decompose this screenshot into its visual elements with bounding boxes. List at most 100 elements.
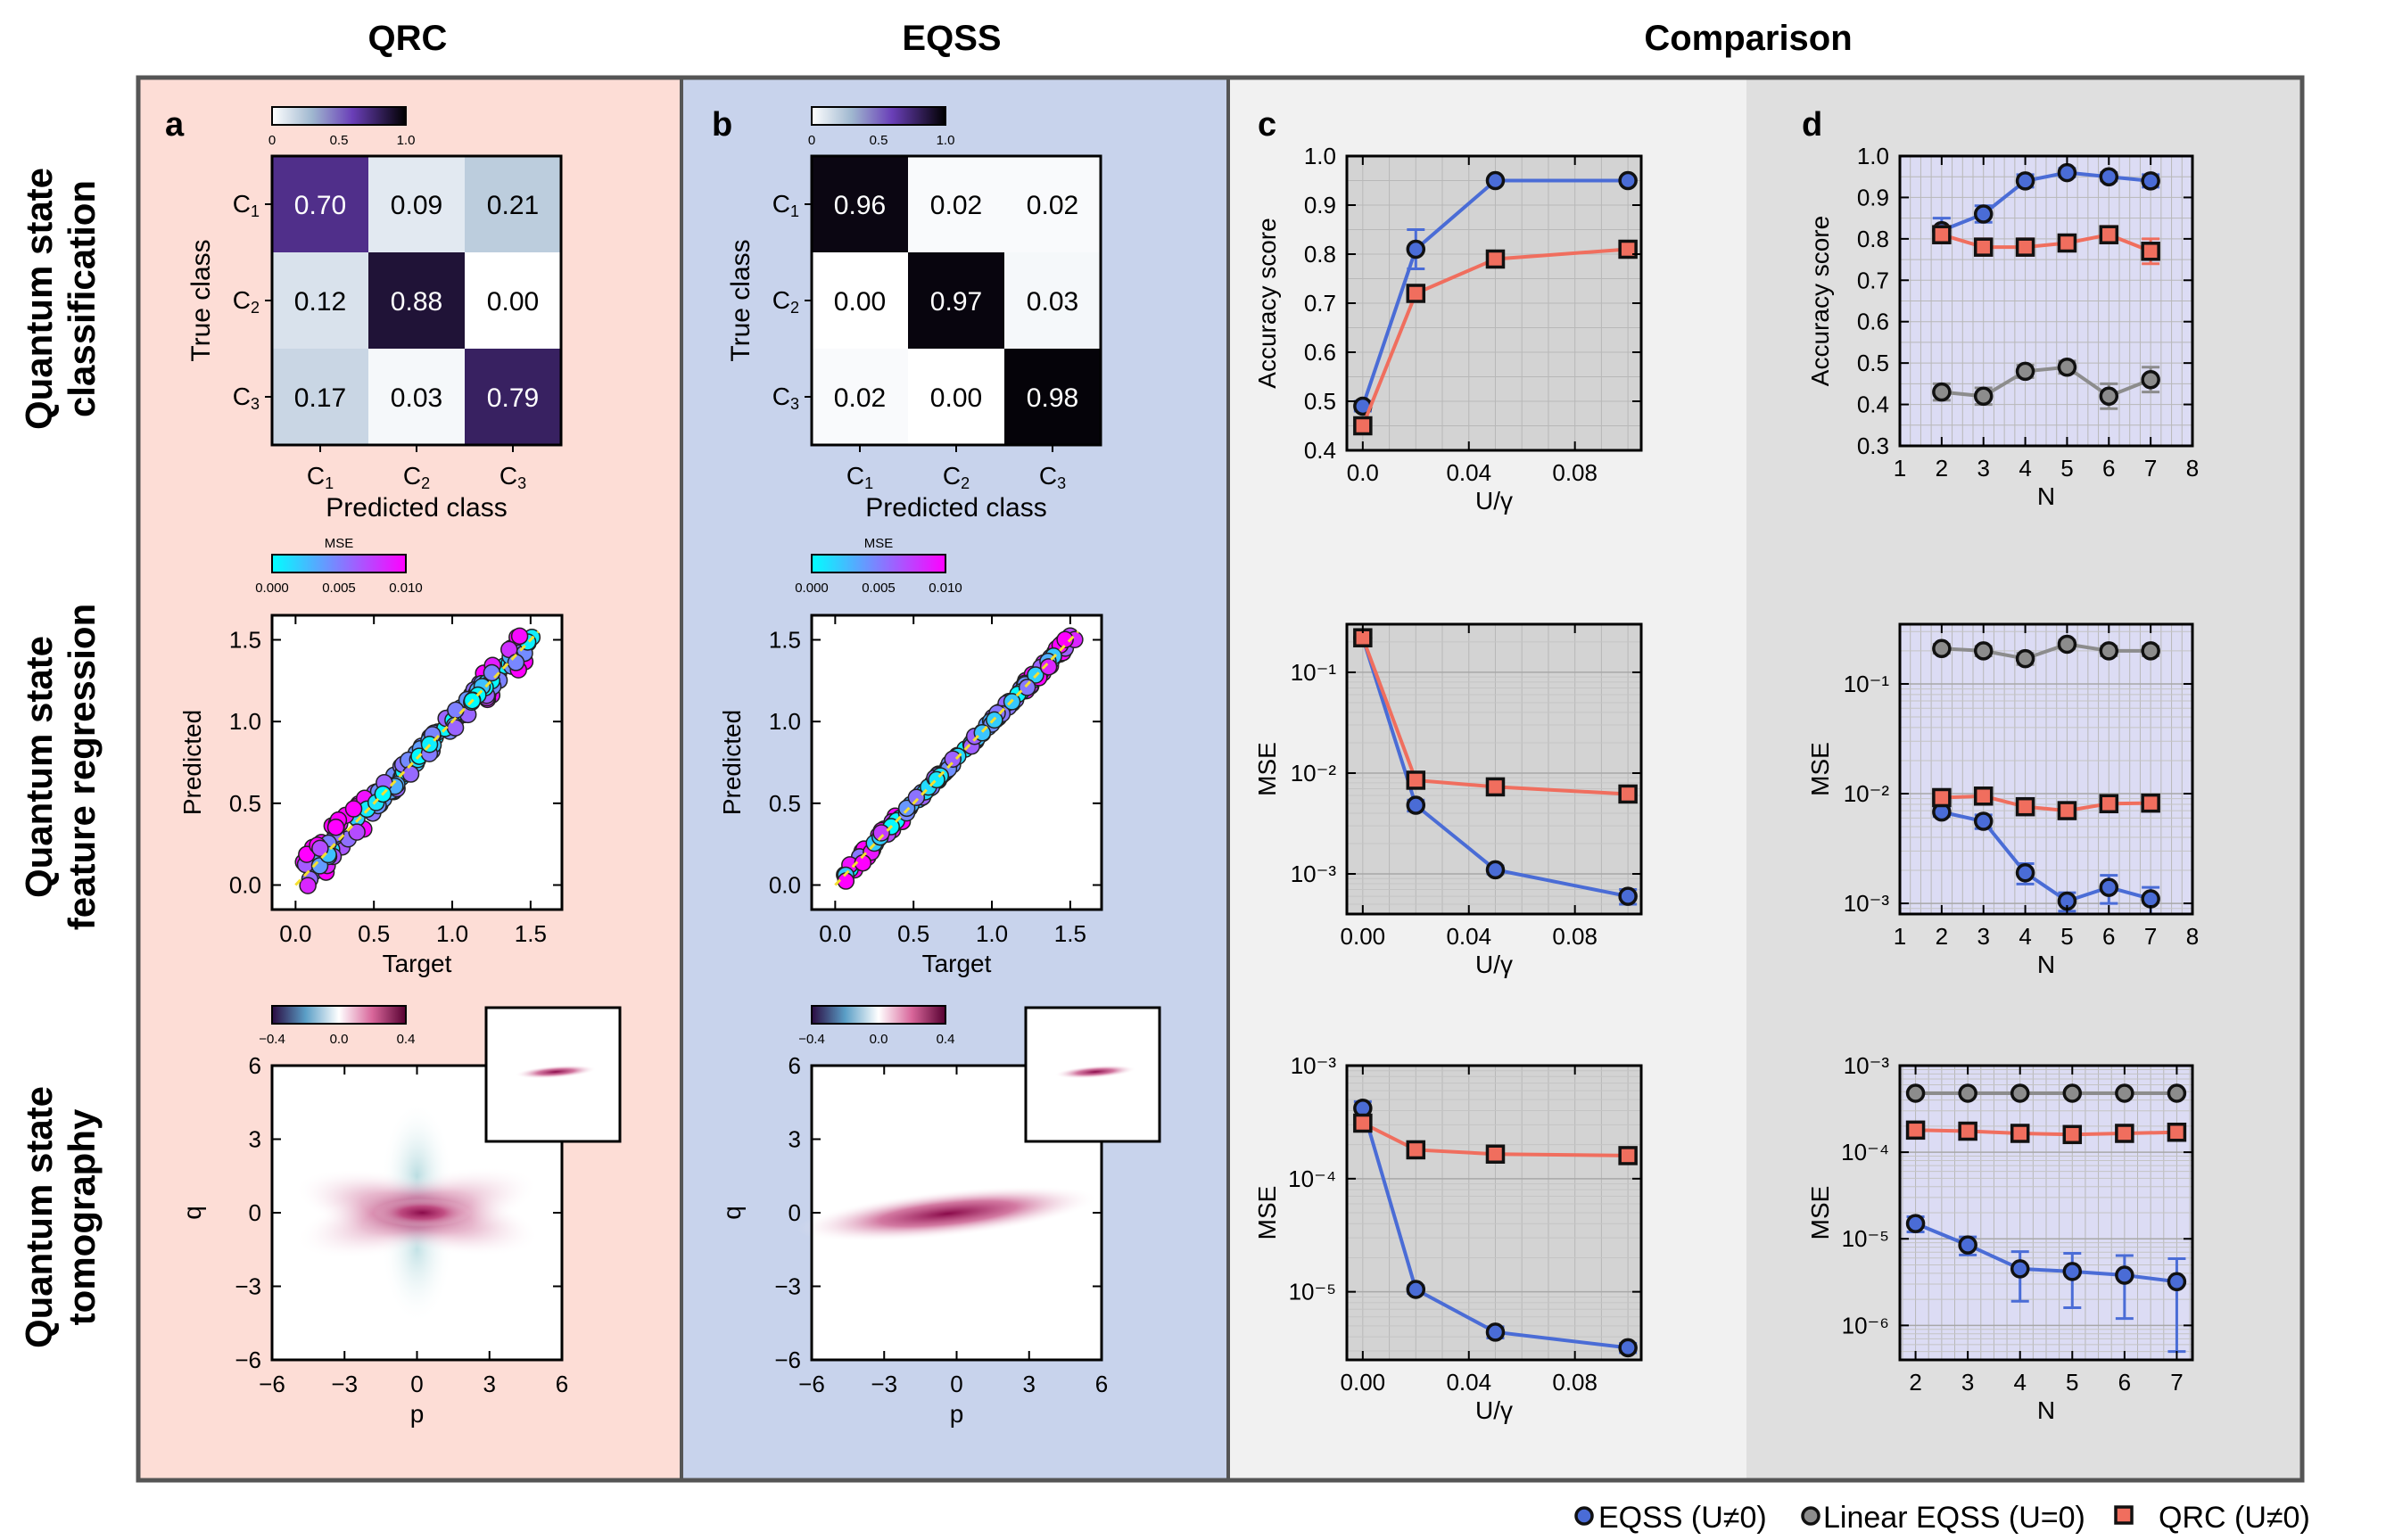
xtick-label-c3: 0.08 [1552,1369,1598,1396]
target-state-tomo_qrc [515,1065,597,1079]
ytick-label-c1: 1.0 [1304,143,1336,169]
xtick-label-d2: 7 [2144,923,2157,950]
wigner-core-tomo_qrc [373,1198,472,1227]
ytick-label-reg_eqss: 0.5 [769,790,801,817]
xtick-label-c1: 0.08 [1552,459,1598,486]
data-point-d1 [1932,225,1952,244]
ytick-label-d3: 10⁻⁶ [1842,1312,1889,1338]
cm-xlabel-cm_qrc: Predicted class [326,493,507,523]
xtick-label-reg_eqss: 1.5 [1054,920,1086,947]
charts-layer: 0 0.5 1.00.70 0.09 0.210.12 0.88 0.000.17 0.03 0… [178,106,2199,1428]
xtick-label-tomo_qrc: −6 [259,1371,285,1397]
cm-cell-cm_eqss [1004,252,1101,349]
row-title-tomography: Quantum state tomography [18,1086,103,1348]
figure-frame [136,75,2305,1483]
legend-item-eqss: EQSS (U≠0) [1574,1501,1767,1535]
data-point-d3 [1958,1121,1977,1141]
panel-letter-a: a [165,106,185,144]
data-point-d2 [1932,787,1952,808]
colorbar-tick-cm_qrc: 0.5 [330,133,349,148]
cm-cell-cm_qrc [272,349,368,445]
ytick-label-reg_qrc: 1.0 [229,708,261,735]
scatter-point-reg_qrc [326,818,345,836]
data-point-d2 [1973,786,1994,806]
col-title-comparison: Comparison [1644,19,1852,58]
cm-cell-cm_eqss [908,252,1004,349]
ytick-label-tomo_eqss: −3 [774,1273,801,1300]
xtick-label-d1: 6 [2102,455,2115,482]
data-point-c3 [1618,1338,1638,1358]
colorbar-cm_eqss [811,106,946,126]
xtick-label-c2: 0.04 [1446,923,1491,950]
colorbar-reg_qrc [271,554,407,573]
legend-marker-eqss [1574,1506,1594,1526]
data-point-d2 [2057,634,2077,655]
data-point-d1 [2057,233,2077,253]
series-line-c1-1 [1360,247,1629,427]
data-point-d3 [2010,1124,2030,1143]
line-plot-c1: 0.0 0.04 0.08 0.4 0.5 0.6 0.7 0.8 0.9 1.0 U/γ Accur… [1253,143,1643,515]
target-state-tomo_eqss [1054,1065,1136,1079]
xtick-label-d1: 8 [2186,455,2199,482]
ytick-label-d1: 0.4 [1857,391,1889,418]
ytick-label-tomo_qrc: 6 [249,1052,261,1079]
xlabel-c3: U/γ [1475,1396,1513,1424]
plot-frame-c3 [1345,1064,1643,1362]
xtick-label-tomo_qrc: 0 [410,1371,423,1397]
ytick-label-tomo_eqss: 6 [788,1052,801,1079]
data-point-d1 [2015,361,2035,382]
data-point-d1 [1973,237,1994,257]
cm-ytick-cm_eqss: C1 [772,190,799,220]
data-point-d2 [2057,801,2077,820]
ytick-label-reg_eqss: 1.0 [769,708,801,735]
scatter-point-reg_eqss [1039,658,1058,676]
xtick-label-d1: 4 [2019,455,2031,482]
ytick-label-d2: 10⁻¹ [1844,671,1890,697]
ylabel-d1: Accuracy score [1806,216,1834,386]
scatter-point-reg_eqss [1056,630,1074,649]
data-point-c3 [1485,1322,1506,1342]
legend-item-qrc: QRC (U≠0) [2114,1501,2310,1535]
xtick-label-c1: 0.04 [1446,459,1491,486]
data-point-d1 [2015,171,2035,191]
data-point-d3 [2115,1083,2134,1103]
cm-cell-label-cm_qrc: 0.00 [487,287,539,317]
ytick-label-c2: 10⁻³ [1291,861,1337,887]
cm-cell-label-cm_eqss: 0.00 [834,287,886,317]
ytick-label-d3: 10⁻³ [1844,1052,1890,1079]
data-point-d2 [2099,641,2119,661]
line-plot-d1: 1 2 3 4 5 6 7 8 0.3 0.4 0.5 0.6 0.7 0.8 0.9 1.0 N Accurac… [1806,143,2199,510]
cm-cell-cm_eqss [812,349,908,445]
data-point-d3 [2167,1122,2187,1142]
ylabel-reg_qrc: Predicted [178,710,206,815]
xtick-label-reg_qrc: 0.0 [279,920,311,947]
xtick-label-tomo_qrc: 6 [556,1371,568,1397]
data-point-d3 [1905,1083,1926,1103]
data-point-c1 [1485,249,1506,269]
data-point-d2 [1973,811,1994,831]
ytick-label-tomo_eqss: 0 [788,1199,801,1226]
ytick-label-d1: 0.3 [1857,432,1889,459]
ytick-label-c3: 10⁻⁵ [1289,1279,1336,1305]
xtick-label-d1: 2 [1936,455,1948,482]
cm-cell-label-cm_qrc: 0.12 [294,287,346,317]
series-line-c2-0 [1360,637,1629,899]
cm-xlabel-cm_eqss: Predicted class [865,493,1046,523]
legend-label-eqss: EQSS (U≠0) [1598,1501,1767,1535]
ylabel-c1: Accuracy score [1253,218,1281,388]
xtick-label-d2: 3 [1977,923,1989,950]
svg-text:classification: classification [61,180,103,417]
data-point-d1 [2057,358,2077,377]
data-point-c3 [1353,1113,1373,1133]
cm-cell-label-cm_eqss: 0.02 [1027,191,1078,220]
scatter-point-reg_eqss [872,824,890,842]
data-point-c3 [1618,1146,1638,1165]
cm-cell-cm_eqss [1004,156,1101,252]
colorbar-label-reg_qrc: MSE [325,536,354,551]
ytick-label-d2: 10⁻² [1844,780,1890,807]
colorbar-reg_eqss [811,554,946,573]
data-point-d2 [2015,796,2035,817]
ideal-line-reg_qrc [294,630,540,886]
ytick-label-d3: 10⁻⁵ [1842,1225,1889,1252]
data-point-c1 [1406,239,1426,259]
